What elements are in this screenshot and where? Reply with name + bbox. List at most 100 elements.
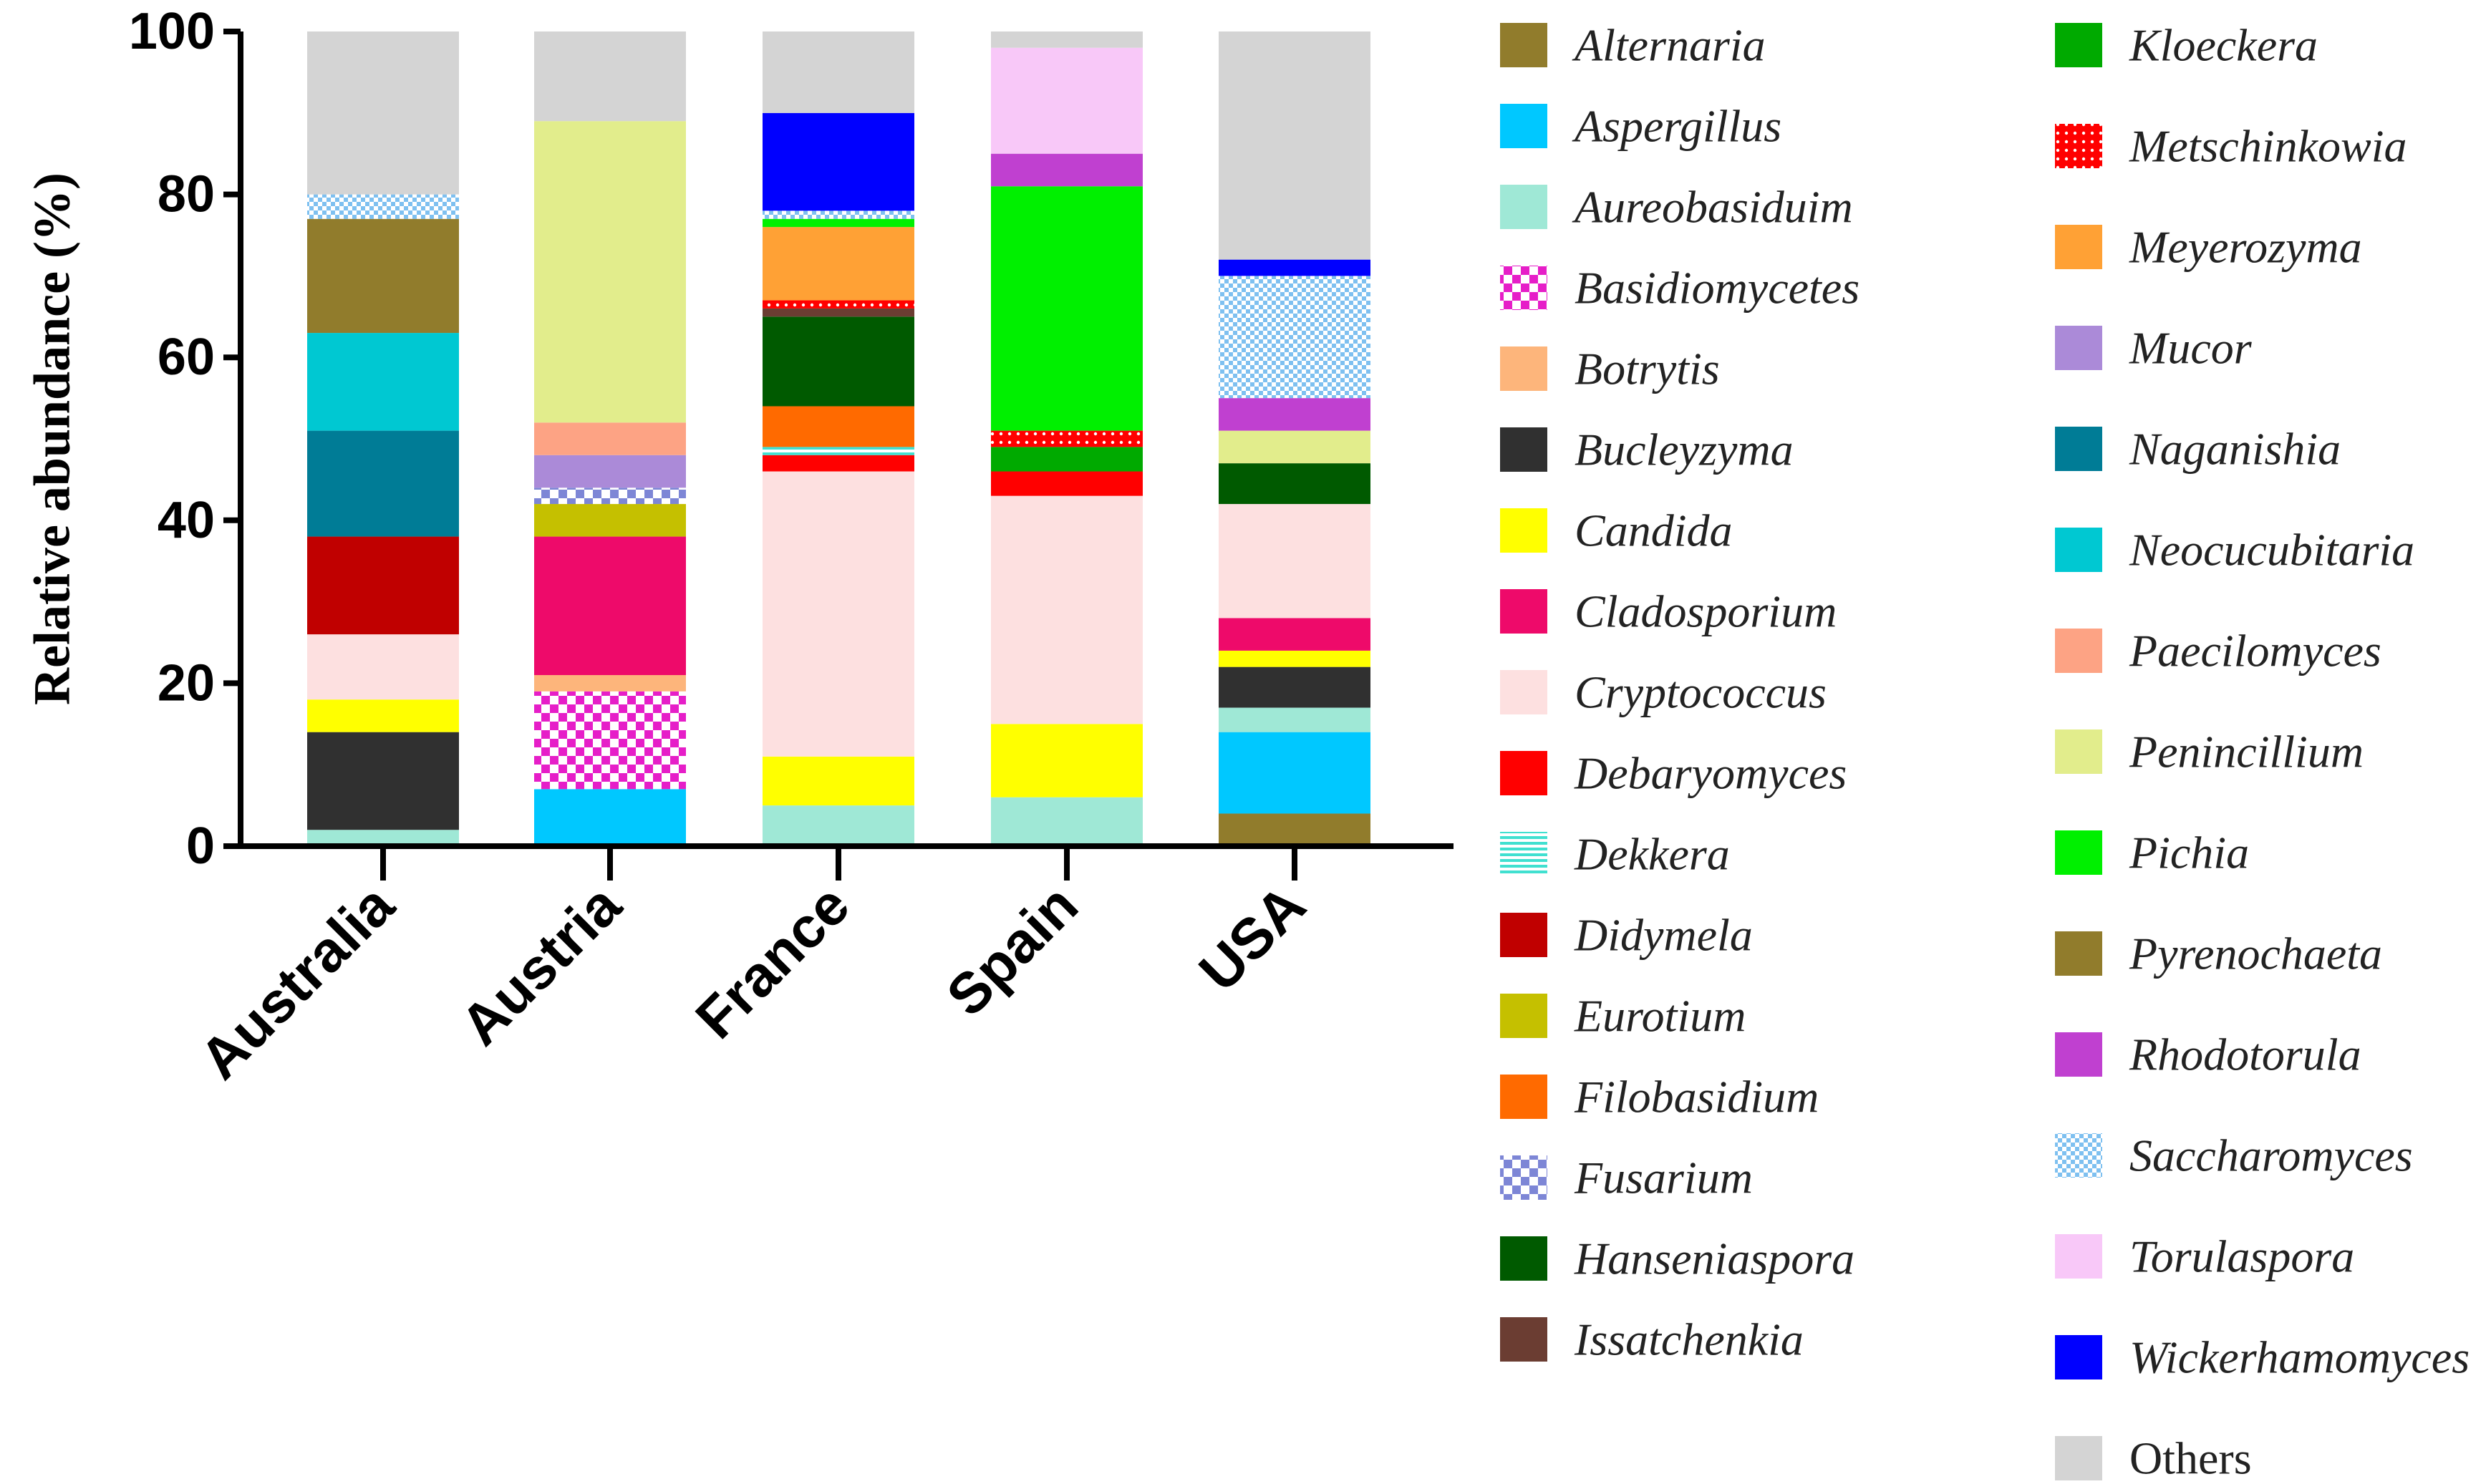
legend-item-candida: Candida (1500, 505, 1732, 556)
segment-austria-aspergillus (534, 789, 686, 846)
bar-france (763, 31, 914, 846)
legend-label: Wickerhamomyces (2129, 1332, 2470, 1383)
legend-item-basidiomycetes: Basidiomycetes (1500, 263, 1859, 314)
segment-usa-penincillium (1219, 430, 1370, 464)
segment-usa-cladosporium (1219, 618, 1370, 651)
segment-usa-candida (1219, 650, 1370, 667)
legend-label: Naganishia (2129, 424, 2341, 475)
legend-label: Botrytis (1575, 344, 1720, 394)
legend-label: Basidiomycetes (1575, 263, 1859, 314)
legend-swatch (1500, 1075, 1547, 1119)
segment-france-aureobasiduim (763, 805, 914, 846)
legend-swatch (2055, 629, 2102, 673)
segment-france-metschinkowia (763, 300, 914, 309)
legend-item-aspergillus: Aspergillus (1500, 101, 1781, 152)
legend-swatch (2055, 1032, 2102, 1077)
legend-label: Neocucubitaria (2129, 525, 2414, 576)
legend-swatch (1500, 1317, 1547, 1362)
segment-usa-saccharomyces (1219, 276, 1370, 399)
legend-swatch (1500, 266, 1547, 310)
legend-item-paecilomyces: Paecilomyces (2055, 626, 2381, 676)
legend-swatch (1500, 751, 1547, 795)
legend-item-pyrenochaeta: Pyrenochaeta (2055, 928, 2382, 979)
segment-france-filobasidium (763, 406, 914, 447)
legend-item-issatchenkia: Issatchenkia (1500, 1314, 1804, 1365)
legend-item-cryptococcus: Cryptococcus (1500, 667, 1827, 718)
segment-austria-botrytis (534, 675, 686, 692)
x-tick-label-australia: Australia (188, 873, 406, 1091)
segment-france-saccharomyces (763, 210, 914, 219)
legend-swatch (1500, 913, 1547, 957)
segment-usa-bucleyzyma (1219, 666, 1370, 708)
legend-label: Mucor (2129, 323, 2253, 374)
legend-swatch (2055, 1436, 2102, 1480)
legend-item-hanseniaspora: Hanseniaspora (1500, 1233, 1854, 1284)
segment-austria-others (534, 31, 686, 122)
legend-item-wickerhamomyces: Wickerhamomyces (2055, 1332, 2470, 1383)
legend-swatch (1500, 1155, 1547, 1200)
legend-item-saccharomyces: Saccharomyces (2055, 1130, 2413, 1181)
legend-swatch (2055, 326, 2102, 370)
segment-austria-fusarium (534, 488, 686, 505)
legend-item-metschinkowia: Metschinkowia (2055, 121, 2407, 172)
legend-item-aureobasiduim: Aureobasiduim (1500, 182, 1853, 233)
legend-label: Bucleyzyma (1575, 425, 1794, 475)
legend-swatch (1500, 185, 1547, 229)
legend-swatch (2055, 528, 2102, 572)
legend-swatch (1500, 1236, 1547, 1281)
legend-swatch (2055, 830, 2102, 875)
legend-swatch (1500, 670, 1547, 714)
legend-item-eurotium: Eurotium (1500, 991, 1746, 1042)
legend-swatch (1500, 104, 1547, 148)
legend-item-kloeckera: Kloeckera (2055, 20, 2318, 71)
legend-label: Paecilomyces (2129, 626, 2381, 676)
legend-label: Aspergillus (1572, 101, 1781, 152)
legend-label: Cladosporium (1575, 586, 1837, 637)
legend-item-others: Others (2055, 1433, 2252, 1484)
bars-layer (307, 31, 1370, 846)
legend-swatch (1500, 23, 1547, 67)
legend-item-penincillium: Penincillium (2055, 727, 2364, 777)
legend-swatch (2055, 427, 2102, 471)
segment-france-meyerozyma (763, 227, 914, 301)
segment-spain-torulaspora (991, 47, 1143, 154)
legend-label: Issatchenkia (1574, 1314, 1804, 1365)
legend-label: Aureobasiduim (1572, 182, 1853, 233)
legend: Alternaria Aspergillus Aureobasiduim Basidi… (1500, 20, 2470, 1484)
segment-spain-kloeckera (991, 447, 1143, 472)
segment-austria-mucor (534, 455, 686, 488)
legend-label: Filobasidium (1574, 1072, 1819, 1122)
legend-label: Pichia (2129, 828, 2249, 878)
segment-usa-others (1219, 31, 1370, 260)
legend-label: Dekkera (1574, 829, 1730, 880)
legend-label: Others (2129, 1433, 2252, 1484)
legend-item-rhodotorula: Rhodotorula (2055, 1029, 2361, 1080)
legend-label: Penincillium (2129, 727, 2364, 777)
legend-item-torulaspora: Torulaspora (2055, 1231, 2354, 1282)
segment-austria-basidiomycetes (534, 691, 686, 790)
segment-australia-neocucubitaria (307, 333, 459, 431)
segment-usa-aureobasiduim (1219, 707, 1370, 732)
legend-label: Rhodotorula (2129, 1029, 2361, 1080)
legend-label: Cryptococcus (1575, 667, 1827, 718)
segment-spain-debaryomyces (991, 471, 1143, 496)
y-tick-label: 0 (186, 818, 215, 875)
legend-swatch (1500, 994, 1547, 1038)
segment-austria-eurotium (534, 504, 686, 537)
segment-france-debaryomyces (763, 455, 914, 472)
segment-spain-aureobasiduim (991, 797, 1143, 846)
legend-item-bucleyzyma: Bucleyzyma (1500, 425, 1794, 475)
segment-spain-candida (991, 724, 1143, 797)
x-tick-label-france: France (684, 873, 861, 1050)
legend-item-mucor: Mucor (2055, 323, 2253, 374)
legend-swatch (1500, 346, 1547, 391)
legend-item-didymela: Didymela (1500, 910, 1753, 961)
segment-austria-cladosporium (534, 536, 686, 676)
legend-swatch (1500, 427, 1547, 472)
segment-usa-cryptococcus (1219, 504, 1370, 619)
x-tick-label-austria: Austria (448, 873, 633, 1057)
legend-item-naganishia: Naganishia (2055, 424, 2341, 475)
segment-spain-others (991, 31, 1143, 48)
legend-label: Pyrenochaeta (2129, 928, 2382, 979)
x-tick-label-spain: Spain (934, 873, 1090, 1028)
